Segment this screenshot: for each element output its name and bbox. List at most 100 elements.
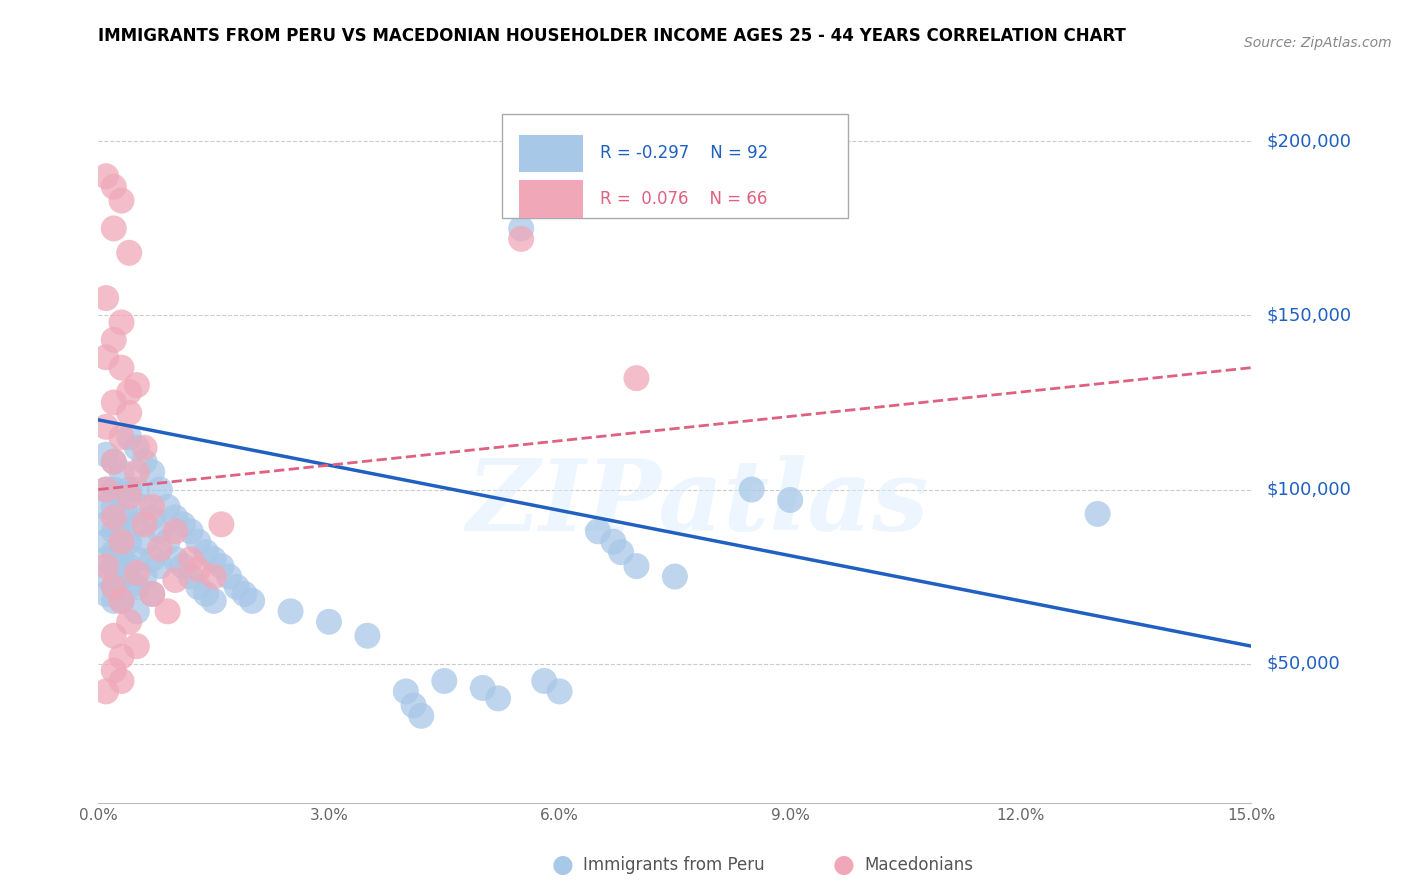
Point [110, 594, 132, 608]
Point [233, 587, 256, 601]
Point [110, 510, 132, 524]
Point [134, 500, 156, 514]
Point [110, 360, 132, 375]
Point [149, 541, 172, 556]
Point [94, 291, 117, 305]
Text: $150,000: $150,000 [1267, 307, 1351, 325]
Point [125, 465, 148, 479]
Point [110, 673, 132, 688]
Text: $100,000: $100,000 [1267, 481, 1351, 499]
Point [165, 552, 187, 566]
Point [411, 708, 433, 723]
Point [118, 510, 141, 524]
Point [103, 179, 125, 194]
Point [225, 580, 247, 594]
Point [103, 483, 125, 497]
Point [134, 534, 156, 549]
Point [94, 350, 117, 364]
Point [134, 569, 156, 583]
Point [180, 569, 202, 583]
Text: Source: ZipAtlas.com: Source: ZipAtlas.com [1244, 36, 1392, 50]
Point [118, 490, 141, 504]
Point [118, 615, 141, 629]
Point [202, 569, 225, 583]
Point [94, 587, 117, 601]
Point [110, 194, 132, 208]
Point [141, 500, 163, 514]
Point [103, 333, 125, 347]
Text: R =  0.076    N = 66: R = 0.076 N = 66 [600, 190, 768, 208]
Point [94, 517, 117, 532]
Point [118, 430, 141, 444]
Point [626, 559, 648, 574]
Point [602, 534, 624, 549]
Point [125, 441, 148, 455]
Point [356, 629, 378, 643]
Point [94, 552, 117, 566]
Point [125, 517, 148, 532]
Point [433, 673, 456, 688]
Point [118, 559, 141, 574]
Point [134, 455, 156, 469]
Point [156, 534, 179, 549]
Point [94, 483, 117, 497]
Point [149, 524, 172, 539]
Point [125, 552, 148, 566]
Text: R = -0.297    N = 92: R = -0.297 N = 92 [600, 145, 768, 162]
Point [94, 684, 117, 698]
Point [218, 569, 240, 583]
Point [94, 448, 117, 462]
Point [110, 430, 132, 444]
Point [141, 587, 163, 601]
Point [165, 524, 187, 539]
Point [209, 559, 232, 574]
Point [209, 517, 232, 532]
Point [118, 406, 141, 420]
Point [486, 691, 509, 706]
Point [280, 604, 302, 618]
Point [165, 573, 187, 587]
FancyBboxPatch shape [519, 135, 582, 172]
Point [110, 465, 132, 479]
Point [103, 559, 125, 574]
Point [610, 545, 633, 559]
Point [94, 569, 117, 583]
Point [395, 684, 418, 698]
Point [141, 552, 163, 566]
Point [156, 500, 179, 514]
Point [110, 534, 132, 549]
Text: $50,000: $50,000 [1267, 655, 1340, 673]
Point [103, 455, 125, 469]
Point [626, 371, 648, 385]
Point [156, 604, 179, 618]
Point [548, 684, 571, 698]
Point [187, 580, 209, 594]
Text: Macedonians: Macedonians [865, 856, 974, 874]
Point [202, 594, 225, 608]
Point [103, 395, 125, 409]
Point [1087, 507, 1109, 521]
Text: ●: ● [832, 854, 855, 877]
Point [103, 500, 125, 514]
Point [103, 221, 125, 235]
Point [187, 534, 209, 549]
Point [149, 483, 172, 497]
Point [141, 465, 163, 479]
Point [125, 580, 148, 594]
Point [664, 569, 686, 583]
Point [94, 169, 117, 184]
FancyBboxPatch shape [502, 114, 848, 218]
Point [94, 534, 117, 549]
Point [110, 594, 132, 608]
Point [94, 483, 117, 497]
Point [110, 552, 132, 566]
Point [110, 569, 132, 583]
Point [125, 378, 148, 392]
Point [110, 534, 132, 549]
Point [187, 563, 209, 577]
Point [103, 580, 125, 594]
Point [118, 245, 141, 260]
Text: ●: ● [551, 854, 574, 877]
Point [103, 629, 125, 643]
Point [202, 552, 225, 566]
